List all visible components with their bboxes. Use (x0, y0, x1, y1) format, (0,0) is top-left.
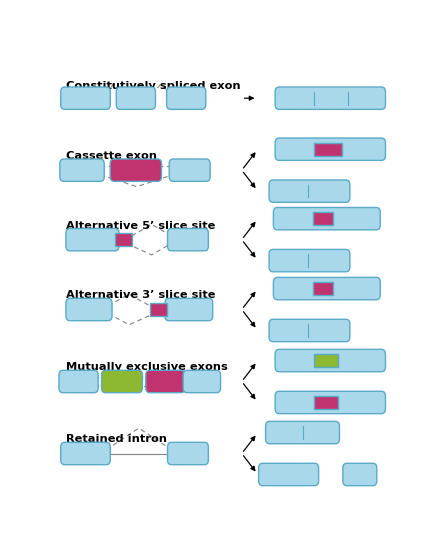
FancyBboxPatch shape (169, 159, 210, 182)
FancyBboxPatch shape (269, 180, 350, 202)
FancyBboxPatch shape (60, 159, 104, 182)
Bar (313, 212, 333, 225)
FancyBboxPatch shape (273, 207, 380, 230)
Bar (115, 233, 132, 246)
FancyBboxPatch shape (258, 463, 319, 486)
FancyBboxPatch shape (275, 87, 385, 109)
FancyBboxPatch shape (167, 87, 206, 109)
FancyBboxPatch shape (66, 298, 112, 321)
FancyBboxPatch shape (275, 349, 385, 372)
Text: Retained intron: Retained intron (66, 434, 168, 444)
FancyBboxPatch shape (269, 249, 350, 272)
Text: Alternative 5’ slice site: Alternative 5’ slice site (66, 221, 216, 230)
Text: Mutually exclusive exons: Mutually exclusive exons (66, 362, 228, 372)
FancyBboxPatch shape (102, 370, 142, 393)
FancyBboxPatch shape (59, 370, 98, 393)
FancyBboxPatch shape (61, 442, 110, 465)
FancyBboxPatch shape (266, 421, 340, 444)
FancyBboxPatch shape (273, 277, 380, 300)
FancyBboxPatch shape (168, 228, 208, 251)
Bar (314, 143, 341, 156)
Bar (314, 396, 339, 409)
FancyBboxPatch shape (343, 463, 377, 486)
Text: Alternative 3’ slice site: Alternative 3’ slice site (66, 290, 216, 300)
Text: Cassette exon: Cassette exon (66, 151, 157, 161)
FancyBboxPatch shape (275, 138, 385, 161)
FancyBboxPatch shape (269, 320, 350, 342)
Bar (314, 354, 339, 367)
FancyBboxPatch shape (168, 442, 208, 465)
FancyBboxPatch shape (61, 87, 110, 109)
Bar (313, 282, 333, 295)
FancyBboxPatch shape (275, 391, 385, 414)
FancyBboxPatch shape (110, 159, 162, 182)
FancyBboxPatch shape (66, 228, 119, 251)
FancyBboxPatch shape (116, 87, 155, 109)
Bar (150, 303, 167, 316)
FancyBboxPatch shape (165, 298, 213, 321)
Text: Constitutively spliced exon: Constitutively spliced exon (66, 81, 241, 91)
FancyBboxPatch shape (183, 370, 220, 393)
FancyBboxPatch shape (146, 370, 185, 393)
